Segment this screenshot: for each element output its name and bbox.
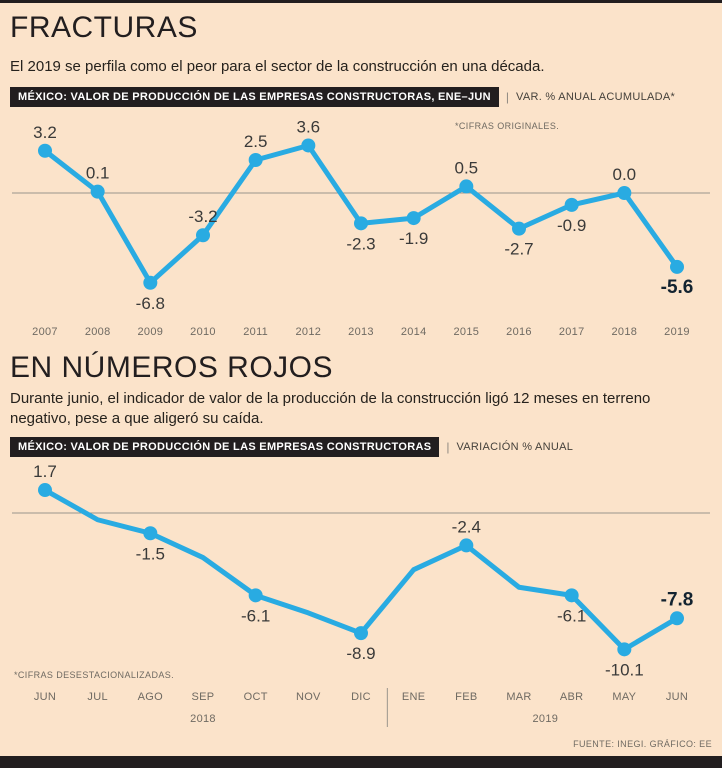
svg-text:-2.4: -2.4 xyxy=(452,517,481,536)
svg-text:2007: 2007 xyxy=(32,326,58,338)
svg-text:-0.9: -0.9 xyxy=(557,216,586,235)
chart1-title: MÉXICO: VALOR DE PRODUCCIÓN DE LAS EMPRE… xyxy=(10,87,499,107)
svg-text:OCT: OCT xyxy=(244,691,268,703)
svg-text:2014: 2014 xyxy=(401,326,427,338)
svg-text:FEB: FEB xyxy=(455,691,477,703)
svg-text:-10.1: -10.1 xyxy=(605,660,644,679)
svg-text:-5.6: -5.6 xyxy=(661,277,694,298)
svg-text:0.5: 0.5 xyxy=(455,158,479,177)
svg-text:2018: 2018 xyxy=(611,326,637,338)
bottom-bar xyxy=(0,756,722,768)
svg-text:1.7: 1.7 xyxy=(33,465,57,481)
svg-text:JUN: JUN xyxy=(34,691,56,703)
svg-text:-6.8: -6.8 xyxy=(136,294,165,313)
svg-text:*CIFRAS DESESTACIONALIZADAS.: *CIFRAS DESESTACIONALIZADAS. xyxy=(14,670,174,680)
svg-text:2009: 2009 xyxy=(137,326,163,338)
svg-text:2010: 2010 xyxy=(190,326,216,338)
svg-text:2.5: 2.5 xyxy=(244,132,268,151)
section2-subtitle: Durante junio, el indicador de valor de … xyxy=(10,390,651,428)
svg-text:NOV: NOV xyxy=(296,691,321,703)
svg-text:2013: 2013 xyxy=(348,326,374,338)
header-separator: | xyxy=(505,90,510,104)
svg-text:MAY: MAY xyxy=(612,691,636,703)
chart2-title: MÉXICO: VALOR DE PRODUCCIÓN DE LAS EMPRE… xyxy=(10,437,440,457)
svg-text:2018: 2018 xyxy=(190,713,216,725)
svg-text:-7.8: -7.8 xyxy=(661,589,694,610)
svg-text:2011: 2011 xyxy=(243,326,268,338)
header-separator: | xyxy=(446,440,450,454)
svg-text:ABR: ABR xyxy=(560,691,584,703)
svg-text:-2.3: -2.3 xyxy=(346,234,375,253)
chart1-line-chart: 3.2 0.1 -6.8 -3.2 2.5 3.6 -2.3 -1.9 0.5 -2.7 -0.9 0… xyxy=(12,117,710,338)
svg-text:-3.2: -3.2 xyxy=(188,207,217,226)
svg-text:0.0: 0.0 xyxy=(613,165,637,184)
page-subtitle: El 2019 se perfila como el peor para el … xyxy=(10,58,545,75)
chart2-legend: VARIACIÓN % ANUAL xyxy=(456,441,574,453)
svg-text:-8.9: -8.9 xyxy=(346,644,375,663)
svg-text:-1.9: -1.9 xyxy=(399,229,428,248)
svg-text:2019: 2019 xyxy=(664,326,690,338)
svg-text:JUL: JUL xyxy=(87,691,107,703)
svg-text:2008: 2008 xyxy=(85,326,111,338)
svg-text:3.2: 3.2 xyxy=(33,123,57,142)
svg-text:-6.1: -6.1 xyxy=(241,606,270,625)
svg-text:-6.1: -6.1 xyxy=(557,606,586,625)
svg-text:2017: 2017 xyxy=(559,326,585,338)
svg-text:2016: 2016 xyxy=(506,326,532,338)
svg-text:-2.7: -2.7 xyxy=(504,240,533,259)
svg-text:JUN: JUN xyxy=(666,691,688,703)
svg-text:2012: 2012 xyxy=(295,326,321,338)
chart1-legend: VAR. % ANUAL ACUMULADA* xyxy=(516,91,676,103)
svg-text:SEP: SEP xyxy=(192,691,215,703)
svg-text:2019: 2019 xyxy=(532,713,558,725)
source-credit: FUENTE: INEGI. GRÁFICO: EE xyxy=(573,739,712,749)
svg-text:MAR: MAR xyxy=(506,691,531,703)
page-title: FRACTURAS xyxy=(10,11,198,44)
svg-text:0.1: 0.1 xyxy=(86,164,110,183)
svg-text:ENE: ENE xyxy=(402,691,426,703)
chart1-header: MÉXICO: VALOR DE PRODUCCIÓN DE LAS EMPRE… xyxy=(10,87,675,107)
svg-text:*CIFRAS ORIGINALES.: *CIFRAS ORIGINALES. xyxy=(455,121,559,131)
chart2-line-chart: 1.7 -1.5 -6.1 -8.9 -2.4 -6.1 -10.1 -7.8 JUN JUL AG… xyxy=(12,465,710,727)
svg-text:AGO: AGO xyxy=(138,691,163,703)
svg-text:2015: 2015 xyxy=(453,326,479,338)
chart2-header: MÉXICO: VALOR DE PRODUCCIÓN DE LAS EMPRE… xyxy=(10,437,573,457)
svg-text:-1.5: -1.5 xyxy=(136,544,165,563)
section2-title: EN NÚMEROS ROJOS xyxy=(10,351,334,384)
svg-text:3.6: 3.6 xyxy=(297,117,321,136)
svg-text:DIC: DIC xyxy=(351,691,371,703)
